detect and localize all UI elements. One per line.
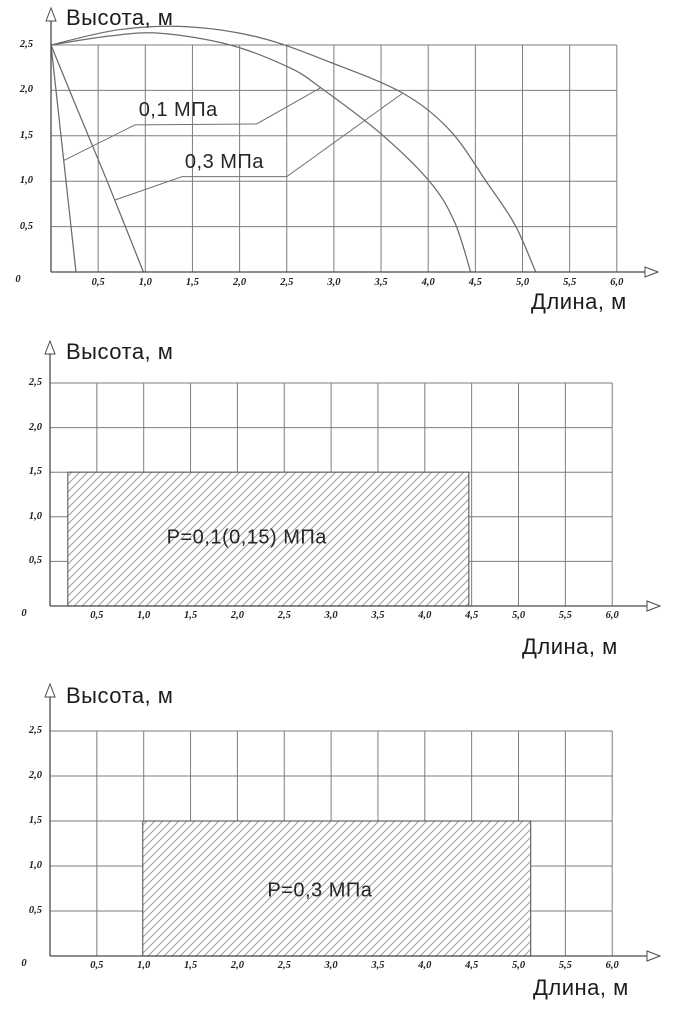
x-tick-label: 3,5 bbox=[371, 610, 385, 621]
x-tick-label: 4,0 bbox=[418, 610, 432, 621]
x-tick-label: 5,0 bbox=[511, 960, 526, 971]
x-tick-label: 2,0 bbox=[233, 277, 247, 288]
x-axis-arrow bbox=[644, 266, 660, 278]
y-axis-arrow bbox=[45, 6, 57, 22]
curve-label-2: 0,3 МПа bbox=[184, 151, 264, 174]
x-tick-label: 1,0 bbox=[137, 610, 151, 621]
leader-line bbox=[114, 92, 404, 201]
y-tick-label: 0,5 bbox=[19, 220, 33, 232]
x-tick-label: 1,0 bbox=[137, 960, 151, 971]
x-tick-label: 2,5 bbox=[277, 960, 291, 971]
x-tick-label: 2,5 bbox=[280, 277, 294, 288]
origin-tick-label: 0 bbox=[21, 958, 27, 969]
curve-p01-arc bbox=[50, 32, 472, 273]
x-axis-arrow bbox=[646, 950, 662, 962]
x-tick-label: 3,5 bbox=[374, 277, 388, 288]
y-tick-label: 2,5 bbox=[28, 377, 42, 388]
y-tick-label: 2,0 bbox=[19, 84, 33, 96]
y-tick-label: 2,0 bbox=[28, 770, 42, 781]
y-tick-label: 1,0 bbox=[28, 510, 42, 522]
y-tick-label: 0,5 bbox=[28, 555, 42, 567]
y-tick-label: 0,5 bbox=[28, 905, 42, 916]
x-tick-label: 0,5 bbox=[90, 610, 104, 621]
x-tick-label: 1,0 bbox=[138, 277, 152, 288]
x-tick-label: 3,0 bbox=[327, 277, 341, 288]
y-axis-title-chart1: Высота, м bbox=[66, 5, 174, 30]
x-tick-label: 4,5 bbox=[465, 960, 479, 971]
x-tick-label: 1,5 bbox=[185, 277, 199, 288]
y-axis-title-chart2: Высота, м bbox=[66, 339, 174, 364]
y-tick-label: 2,5 bbox=[19, 39, 33, 50]
x-axis-title-chart3: Длина, м bbox=[533, 975, 629, 1000]
x-tick-label: 4,5 bbox=[465, 610, 479, 621]
y-tick-label: 1,0 bbox=[28, 860, 42, 871]
x-tick-label: 5,0 bbox=[515, 277, 530, 288]
y-axis-title-chart3: Высота, м bbox=[66, 683, 174, 708]
x-tick-label: 4,5 bbox=[468, 277, 482, 288]
x-tick-label: 1,5 bbox=[183, 610, 198, 621]
y-tick-label: 1,0 bbox=[19, 175, 33, 187]
x-tick-label: 6,0 bbox=[605, 960, 619, 971]
region-label-chart2: P=0,1(0,15) МПа bbox=[166, 526, 327, 549]
y-tick-label: 1,5 bbox=[19, 129, 33, 141]
y-tick-label: 2,0 bbox=[28, 421, 42, 433]
y-tick-label: 2,5 bbox=[28, 725, 42, 736]
y-tick-label: 1,5 bbox=[28, 815, 42, 826]
x-tick-label: 5,5 bbox=[558, 610, 572, 621]
x-tick-label: 2,0 bbox=[230, 610, 244, 621]
origin-tick-label: 0 bbox=[15, 274, 21, 285]
x-axis-title-chart2: Длина, м bbox=[522, 634, 618, 659]
curve-p03-arc bbox=[50, 25, 537, 273]
x-tick-label: 3,5 bbox=[371, 960, 385, 971]
curve-label-1: 0,1 МПа bbox=[138, 99, 218, 122]
hatched-region bbox=[142, 820, 532, 957]
x-tick-label: 2,5 bbox=[277, 610, 291, 621]
x-tick-label: 4,0 bbox=[421, 277, 435, 288]
curve-p01-front-line bbox=[50, 44, 77, 273]
origin-tick-label: 0 bbox=[21, 608, 27, 619]
y-axis-arrow bbox=[44, 682, 56, 698]
y-tick-label: 1,5 bbox=[28, 466, 42, 478]
x-tick-label: 0,5 bbox=[90, 960, 104, 971]
x-tick-label: 5,5 bbox=[563, 277, 577, 288]
region-label-chart3: P=0,3 МПа bbox=[267, 879, 373, 902]
x-tick-label: 6,0 bbox=[610, 277, 624, 288]
x-tick-label: 1,5 bbox=[183, 960, 198, 971]
hatched-region bbox=[67, 471, 470, 607]
x-tick-label: 5,0 bbox=[511, 610, 526, 621]
curve-p03-front-line bbox=[50, 44, 144, 273]
x-axis-arrow bbox=[646, 600, 662, 612]
x-axis-title-chart1: Длина, м bbox=[531, 289, 627, 314]
leader-line bbox=[63, 87, 321, 161]
x-tick-label: 2,0 bbox=[230, 960, 244, 971]
x-tick-label: 0,5 bbox=[91, 277, 105, 288]
x-tick-label: 3,0 bbox=[324, 960, 338, 971]
x-tick-label: 5,5 bbox=[558, 960, 572, 971]
y-axis-arrow bbox=[44, 339, 56, 355]
x-tick-label: 3,0 bbox=[324, 610, 338, 621]
x-tick-label: 4,0 bbox=[418, 960, 432, 971]
x-tick-label: 6,0 bbox=[605, 610, 619, 621]
